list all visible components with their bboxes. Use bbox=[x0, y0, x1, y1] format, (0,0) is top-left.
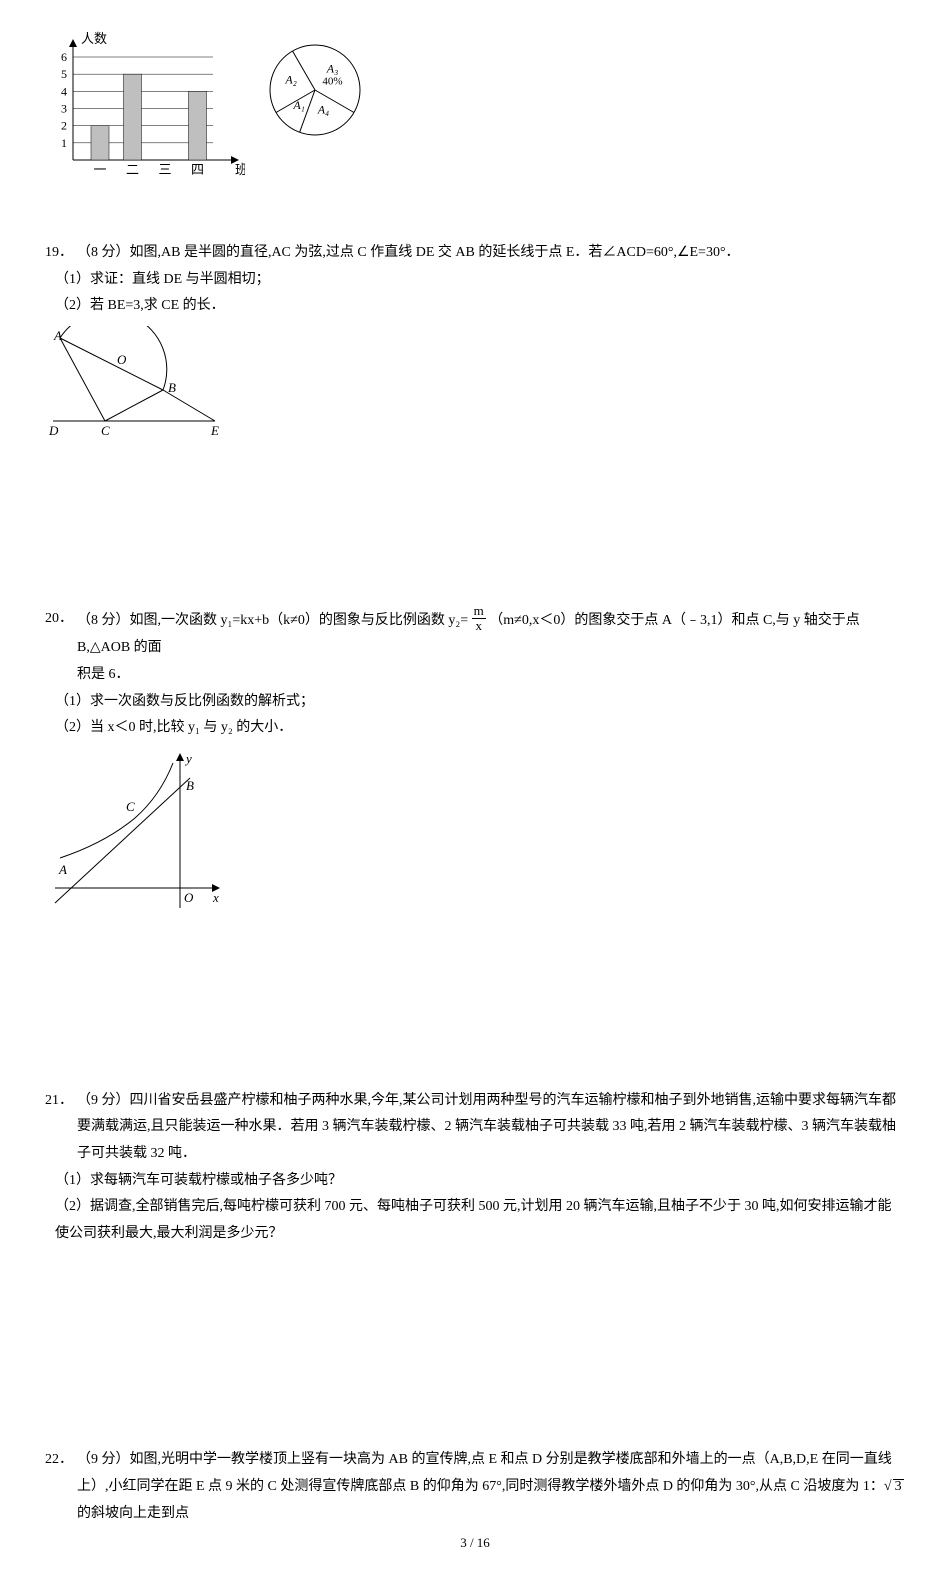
q21-num: 21． bbox=[45, 1088, 77, 1168]
q20-sub2: （2）当 x＜0 时,比较 y₁ 与 y₂ 的大小． bbox=[45, 715, 905, 742]
svg-text:6: 6 bbox=[61, 50, 67, 64]
svg-text:A₂: A₂ bbox=[284, 73, 297, 87]
svg-text:B: B bbox=[168, 380, 176, 395]
problem-21: 21． （9 分）四川省安岳县盛产柠檬和柚子两种水果,今年,某公司计划用两种型号… bbox=[45, 1088, 905, 1248]
svg-text:E: E bbox=[210, 423, 219, 436]
q20-fraction: mx bbox=[472, 604, 486, 634]
q20-sub1: （1）求一次函数与反比例函数的解析式； bbox=[45, 689, 905, 716]
top-figures: 人数班级 1 2 3 4 5 6 一 二 三 四 A₃40% A₄ A₁ A₂ bbox=[45, 30, 905, 180]
q21-sub1: （1）求每辆汽车可装载柠檬或柚子各多少吨？ bbox=[45, 1168, 905, 1195]
q20-head: （8 分）如图,一次函数 y₁=kx+b（k≠0）的图象与反比例函数 y₂= m… bbox=[77, 606, 905, 662]
svg-text:5: 5 bbox=[61, 67, 67, 81]
svg-text:A: A bbox=[53, 328, 62, 343]
svg-text:C: C bbox=[126, 799, 135, 814]
svg-text:2: 2 bbox=[61, 119, 67, 133]
svg-text:B: B bbox=[186, 778, 194, 793]
svg-text:4: 4 bbox=[61, 84, 67, 98]
q22-head-b: 的斜坡向上走到点 bbox=[77, 1506, 189, 1521]
q20-num: 20． bbox=[45, 606, 77, 662]
svg-text:三: 三 bbox=[158, 162, 171, 177]
svg-text:x: x bbox=[212, 890, 219, 905]
q22-head: （9 分）如图,光明中学一教学楼顶上竖有一块高为 AB 的宣传牌,点 E 和点 … bbox=[77, 1447, 905, 1527]
q22-sqrt: 3 bbox=[893, 1479, 904, 1494]
svg-text:A: A bbox=[58, 862, 67, 877]
svg-text:D: D bbox=[48, 423, 59, 436]
q22-num: 22． bbox=[45, 1447, 77, 1527]
svg-text:O: O bbox=[184, 890, 194, 905]
svg-text:二: 二 bbox=[126, 162, 139, 177]
svg-text:人数: 人数 bbox=[81, 31, 107, 46]
pie-chart: A₃40% A₄ A₁ A₂ bbox=[255, 30, 375, 150]
q19-head: （8 分）如图,AB 是半圆的直径,AC 为弦,过点 C 作直线 DE 交 AB… bbox=[77, 240, 740, 267]
svg-text:C: C bbox=[101, 423, 110, 436]
svg-text:3: 3 bbox=[61, 102, 67, 116]
q19-sub2: （2）若 BE=3,求 CE 的长． bbox=[45, 293, 905, 320]
svg-text:A₄: A₄ bbox=[317, 102, 330, 116]
svg-text:A₃: A₃ bbox=[326, 61, 339, 75]
svg-text:班级: 班级 bbox=[235, 162, 245, 177]
problem-20: 20． （8 分）如图,一次函数 y₁=kx+b（k≠0）的图象与反比例函数 y… bbox=[45, 606, 905, 918]
bar-chart: 人数班级 1 2 3 4 5 6 一 二 三 四 bbox=[45, 30, 245, 180]
svg-text:A₁: A₁ bbox=[292, 98, 305, 112]
q21-sub2: （2）据调查,全部销售完后,每吨柠檬可获利 700 元、每吨柚子可获利 500 … bbox=[45, 1194, 905, 1247]
svg-text:四: 四 bbox=[191, 162, 204, 177]
q19-figure: A O B C D E bbox=[45, 326, 235, 436]
q21-head: （9 分）四川省安岳县盛产柠檬和柚子两种水果,今年,某公司计划用两种型号的汽车运… bbox=[77, 1088, 905, 1168]
q19-num: 19． bbox=[45, 240, 77, 267]
q22-head-a: （9 分）如图,光明中学一教学楼顶上竖有一块高为 AB 的宣传牌,点 E 和点 … bbox=[77, 1452, 892, 1494]
q20-head-c: 积是 6． bbox=[45, 662, 905, 689]
svg-text:O: O bbox=[117, 352, 127, 367]
svg-text:y: y bbox=[184, 751, 192, 766]
page-number: 3 / 16 bbox=[45, 1531, 905, 1556]
q20-figure: y x O A B C bbox=[45, 748, 225, 918]
problem-19: 19． （8 分）如图,AB 是半圆的直径,AC 为弦,过点 C 作直线 DE … bbox=[45, 240, 905, 436]
svg-text:一: 一 bbox=[93, 162, 106, 177]
svg-text:40%: 40% bbox=[322, 75, 342, 87]
problem-22: 22． （9 分）如图,光明中学一教学楼顶上竖有一块高为 AB 的宣传牌,点 E… bbox=[45, 1447, 905, 1527]
q19-sub1: （1）求证：直线 DE 与半圆相切； bbox=[45, 267, 905, 294]
svg-text:1: 1 bbox=[61, 136, 67, 150]
q20-head-a: （8 分）如图,一次函数 y₁=kx+b（k≠0）的图象与反比例函数 y₂= bbox=[77, 613, 468, 628]
